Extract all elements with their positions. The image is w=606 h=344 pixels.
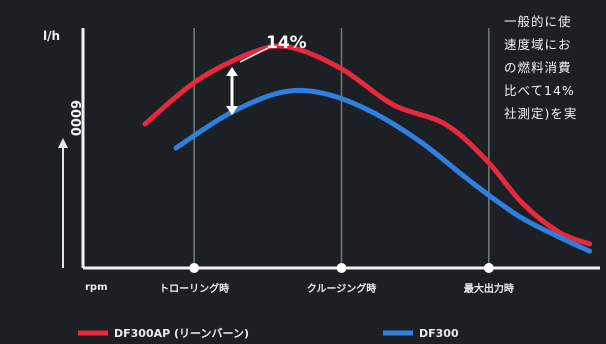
annotation: 14% xyxy=(226,33,307,115)
x-tick-label: クルージング時 xyxy=(307,282,377,295)
description-line: 一般的に使 xyxy=(504,14,572,29)
x-tick-marker xyxy=(189,263,200,273)
annotation-label: 14% xyxy=(266,33,307,53)
difference-arrow-head-up xyxy=(226,67,238,76)
legend-label-df300ap: DF300AP (リーンバーン) xyxy=(114,327,249,340)
description-line: の燃料消費 xyxy=(504,60,572,75)
series-line-0 xyxy=(142,43,593,247)
x-axis-unit-label: rpm xyxy=(85,282,108,293)
series-lines xyxy=(142,43,593,254)
difference-arrow-head-down xyxy=(226,106,238,115)
series-line-1 xyxy=(173,87,593,254)
x-tick-marker xyxy=(336,263,347,273)
x-tick-marker xyxy=(483,263,494,273)
x-tick-label: 最大出力時 xyxy=(464,282,514,295)
y-axis-arrow-head xyxy=(58,138,68,148)
description-line: 比べて14% xyxy=(504,83,575,98)
annotation-leader-line xyxy=(239,47,269,63)
y-tick-label: 6000 xyxy=(67,100,82,136)
legend: DF300AP (リーンバーン) DF300 xyxy=(78,327,459,340)
vertical-gridlines xyxy=(193,28,490,268)
legend-label-df300: DF300 xyxy=(419,327,459,340)
description-line: 速度域にお xyxy=(504,37,572,52)
x-tick-label: トローリング時 xyxy=(159,282,229,295)
description-line: 社測定)を実 xyxy=(504,106,578,121)
y-axis-unit-label: l/h xyxy=(43,29,60,43)
description-text: 一般的に使 速度域にお の燃料消費 比べて14% 社測定)を実 xyxy=(504,10,606,125)
x-ticks: トローリング時 クルージング時 最大出力時 xyxy=(159,263,514,295)
